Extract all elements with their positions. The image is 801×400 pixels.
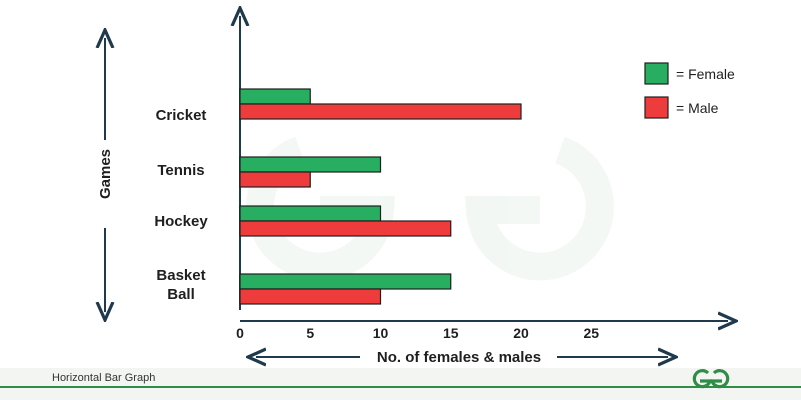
x-axis-title: No. of females & males xyxy=(377,349,541,366)
footer-bar xyxy=(0,368,801,400)
bar-male-tennis xyxy=(239,171,311,188)
category-label: Hockey xyxy=(154,213,208,230)
bars xyxy=(239,88,522,305)
legend-label-male: = Male xyxy=(676,100,719,116)
category-label: Ball xyxy=(167,286,195,303)
y-axis-title: Games xyxy=(97,149,114,199)
x-tick-label: 5 xyxy=(306,325,314,341)
category-labels: Cricket Tennis Hockey Basket Ball xyxy=(154,107,208,303)
x-tick-label: 0 xyxy=(236,325,244,341)
x-tick-label: 20 xyxy=(513,325,529,341)
gfg-logo-icon xyxy=(692,369,730,389)
legend-swatch-female xyxy=(644,62,669,85)
bar-male-cricket xyxy=(239,103,522,120)
bar-male-hockey xyxy=(239,220,452,237)
bar-male-basket-ball xyxy=(239,288,382,305)
legend-swatch-male xyxy=(644,96,669,119)
category-label: Cricket xyxy=(156,107,207,124)
legend-label-female: = Female xyxy=(676,66,735,82)
bar-female-tennis xyxy=(239,156,382,173)
x-tick-label: 10 xyxy=(373,325,389,341)
category-label: Basket xyxy=(156,267,205,284)
bar-female-hockey xyxy=(239,205,382,222)
category-label: Tennis xyxy=(157,162,204,179)
bar-female-cricket xyxy=(239,88,311,105)
bar-female-basket-ball xyxy=(239,273,452,290)
footer-accent-line xyxy=(0,386,801,388)
x-tick-label: 15 xyxy=(443,325,459,341)
footer-caption: Horizontal Bar Graph xyxy=(52,372,156,384)
x-tick-labels: 0 5 10 15 20 25 xyxy=(236,325,599,341)
legend: = Female = Male xyxy=(644,62,735,119)
x-tick-label: 25 xyxy=(583,325,599,341)
